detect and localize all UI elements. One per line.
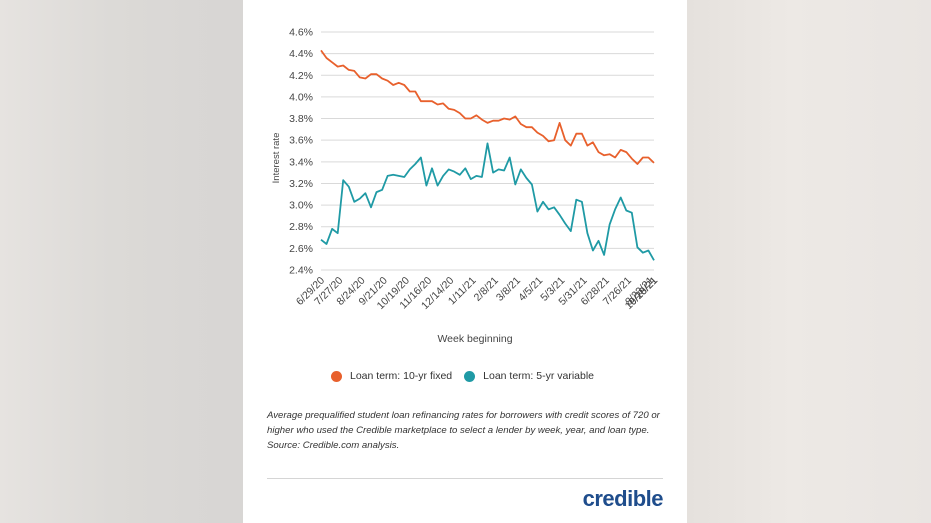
y-tick-label: 2.8%: [289, 221, 313, 233]
chart-caption: Average prequalified student loan refina…: [267, 410, 660, 451]
y-tick-label: 3.8%: [289, 113, 313, 125]
legend-item-5yr-variable: Loan term: 5-yr variable: [464, 370, 594, 382]
line-chart: 2.4% 2.6% 2.8% 3.0% 3.2% 3.4% 3.6% 3.8% 4.0% 4.2%…: [271, 27, 660, 346]
credible-logo[interactable]: credible: [582, 486, 664, 511]
legend: Loan term: 10-yr fixed Loan term: 5-yr v…: [331, 368, 606, 384]
x-tick-label: 4/5/21: [516, 275, 545, 304]
y-tick-label: 3.4%: [289, 156, 313, 168]
legend-label-10yr-fixed: Loan term: 10-yr fixed: [350, 370, 453, 382]
chart-card: 2.4% 2.6% 2.8% 3.0% 3.2% 3.4% 3.6% 3.8% 4.0% 4.2%…: [243, 0, 687, 523]
x-tick-label: 2/8/21: [472, 275, 501, 304]
divider: [267, 478, 663, 479]
series-line-5yr-variable: [320, 142, 655, 261]
legend-label-5yr-variable: Loan term: 5-yr variable: [483, 370, 595, 382]
y-tick-label: 4.0%: [289, 91, 313, 103]
series-line-10yr-fixed: [320, 49, 655, 165]
legend-swatch-5yr-variable: [464, 370, 476, 382]
y-tick-label: 4.6%: [289, 27, 313, 39]
y-tick-label: 2.4%: [289, 265, 313, 277]
y-tick-label: 2.6%: [289, 243, 313, 255]
legend-item-10yr-fixed: Loan term: 10-yr fixed: [331, 370, 452, 382]
y-axis-label: Interest rate: [271, 133, 282, 184]
y-tick-label: 4.2%: [289, 70, 313, 82]
y-tick-label: 4.4%: [289, 48, 313, 60]
x-axis-label: Week beginning: [437, 333, 512, 345]
legend-swatch-10yr-fixed: [331, 370, 342, 382]
y-tick-label: 3.6%: [289, 135, 313, 147]
y-tick-label: 3.2%: [289, 178, 313, 190]
y-tick-label: 3.0%: [289, 200, 313, 212]
x-tick-label: 3/8/21: [494, 275, 523, 304]
